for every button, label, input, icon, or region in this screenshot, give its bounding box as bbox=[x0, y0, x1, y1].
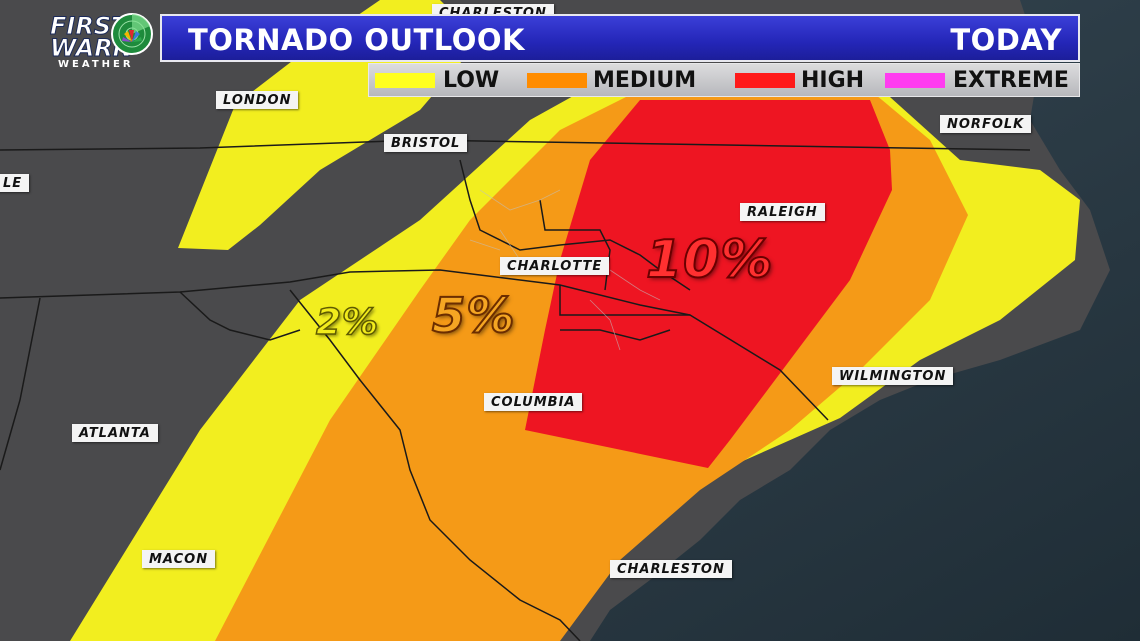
legend-label-medium: MEDIUM bbox=[593, 68, 697, 93]
legend-label-low: LOW bbox=[443, 68, 500, 93]
title-bar: TORNADO OUTLOOK TODAY bbox=[160, 14, 1080, 62]
risk-percent-medium: 5% bbox=[431, 288, 516, 344]
station-logo: FIRST WARN WEATHER bbox=[44, 10, 164, 72]
city-label-charleston-sc: CHARLESTON bbox=[610, 560, 732, 578]
city-label-macon: MACON bbox=[142, 550, 216, 568]
legend-swatch-medium bbox=[527, 73, 587, 88]
city-label-columbia: COLUMBIA bbox=[484, 393, 583, 411]
risk-area-low-north bbox=[178, 0, 480, 250]
risk-percent-high: 10% bbox=[645, 230, 774, 290]
city-label-bristol: BRISTOL bbox=[384, 134, 468, 152]
risk-area-high bbox=[525, 100, 892, 468]
city-label-london: LONDON bbox=[216, 91, 299, 109]
legend-label-high: HIGH bbox=[801, 68, 865, 93]
city-label-norfolk: NORFOLK bbox=[940, 115, 1032, 133]
legend-swatch-low bbox=[375, 73, 435, 88]
graphic-title: TORNADO OUTLOOK bbox=[188, 23, 526, 57]
risk-percent-low: 2% bbox=[315, 302, 380, 343]
legend-label-extreme: EXTREME bbox=[953, 68, 1069, 93]
legend-swatch-extreme bbox=[885, 73, 945, 88]
city-label-atlanta: ATLANTA bbox=[72, 424, 158, 442]
legend-swatch-high bbox=[735, 73, 795, 88]
city-label-charlotte: CHARLOTTE bbox=[500, 257, 610, 275]
city-label-wilmington: WILMINGTON bbox=[832, 367, 954, 385]
state-borders bbox=[0, 139, 1031, 641]
city-label-partial: LE bbox=[0, 174, 30, 192]
radar-icon bbox=[111, 13, 153, 55]
risk-legend: LOW MEDIUM HIGH EXTREME bbox=[368, 63, 1080, 97]
timeframe-label: TODAY bbox=[950, 23, 1062, 57]
logo-text-weather: WEATHER bbox=[58, 59, 134, 70]
city-label-raleigh: RALEIGH bbox=[740, 203, 825, 221]
